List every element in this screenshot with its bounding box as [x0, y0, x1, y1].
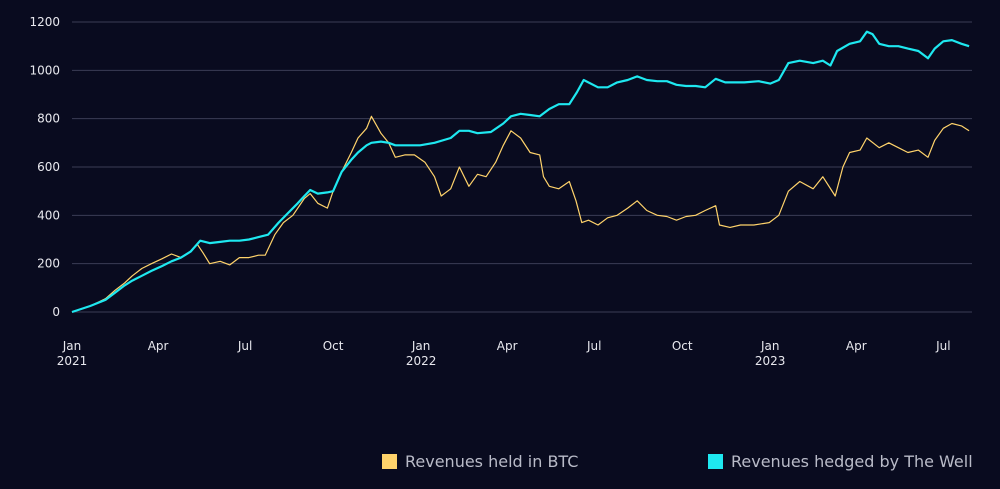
- legend-label-hedged: Revenues hedged by The Well: [731, 451, 973, 471]
- grid-lines: [72, 21, 972, 313]
- x-tick-year-2022: 2022: [406, 354, 437, 368]
- x-tick-label-0: Jan: [62, 339, 82, 353]
- x-tick-label-5: Apr: [497, 339, 518, 353]
- y-tick-label-0: 0: [52, 305, 60, 319]
- legend-item-hedged[interactable]: Revenues hedged by The Well: [708, 450, 973, 472]
- x-tick-year-2023: 2023: [755, 354, 786, 368]
- legend-swatch-btc-icon: [382, 453, 397, 469]
- legend-label-btc: Revenues held in BTC: [405, 451, 579, 471]
- x-tick-label-9: Apr: [846, 339, 867, 353]
- legend-item-btc[interactable]: Revenues held in BTC: [382, 450, 578, 472]
- x-tick-label-10: Jul: [935, 339, 950, 353]
- x-tick-label-3: Oct: [323, 339, 344, 353]
- x-tick-label-1: Apr: [148, 339, 169, 353]
- series-lines: [71, 30, 970, 314]
- y-tick-label-400: 400: [37, 208, 60, 222]
- legend-swatch-hedged-icon: [708, 453, 723, 469]
- y-tick-label-800: 800: [37, 112, 60, 126]
- x-tick-label-4: Jan: [411, 339, 431, 353]
- y-tick-label-200: 200: [37, 257, 60, 271]
- y-axis-tick-labels: 0 200 400 600 800 1000 1200: [29, 15, 60, 319]
- x-tick-year-2021: 2021: [57, 354, 88, 368]
- y-tick-label-1200: 1200: [29, 15, 60, 29]
- series-line-btc: [71, 115, 970, 313]
- y-tick-label-600: 600: [37, 160, 60, 174]
- x-tick-label-6: Jul: [586, 339, 601, 353]
- x-tick-label-7: Oct: [672, 339, 693, 353]
- y-tick-label-1000: 1000: [29, 63, 60, 77]
- x-tick-label-2: Jul: [237, 339, 252, 353]
- series-line-hedged: [71, 30, 970, 314]
- x-tick-label-8: Jan: [760, 339, 780, 353]
